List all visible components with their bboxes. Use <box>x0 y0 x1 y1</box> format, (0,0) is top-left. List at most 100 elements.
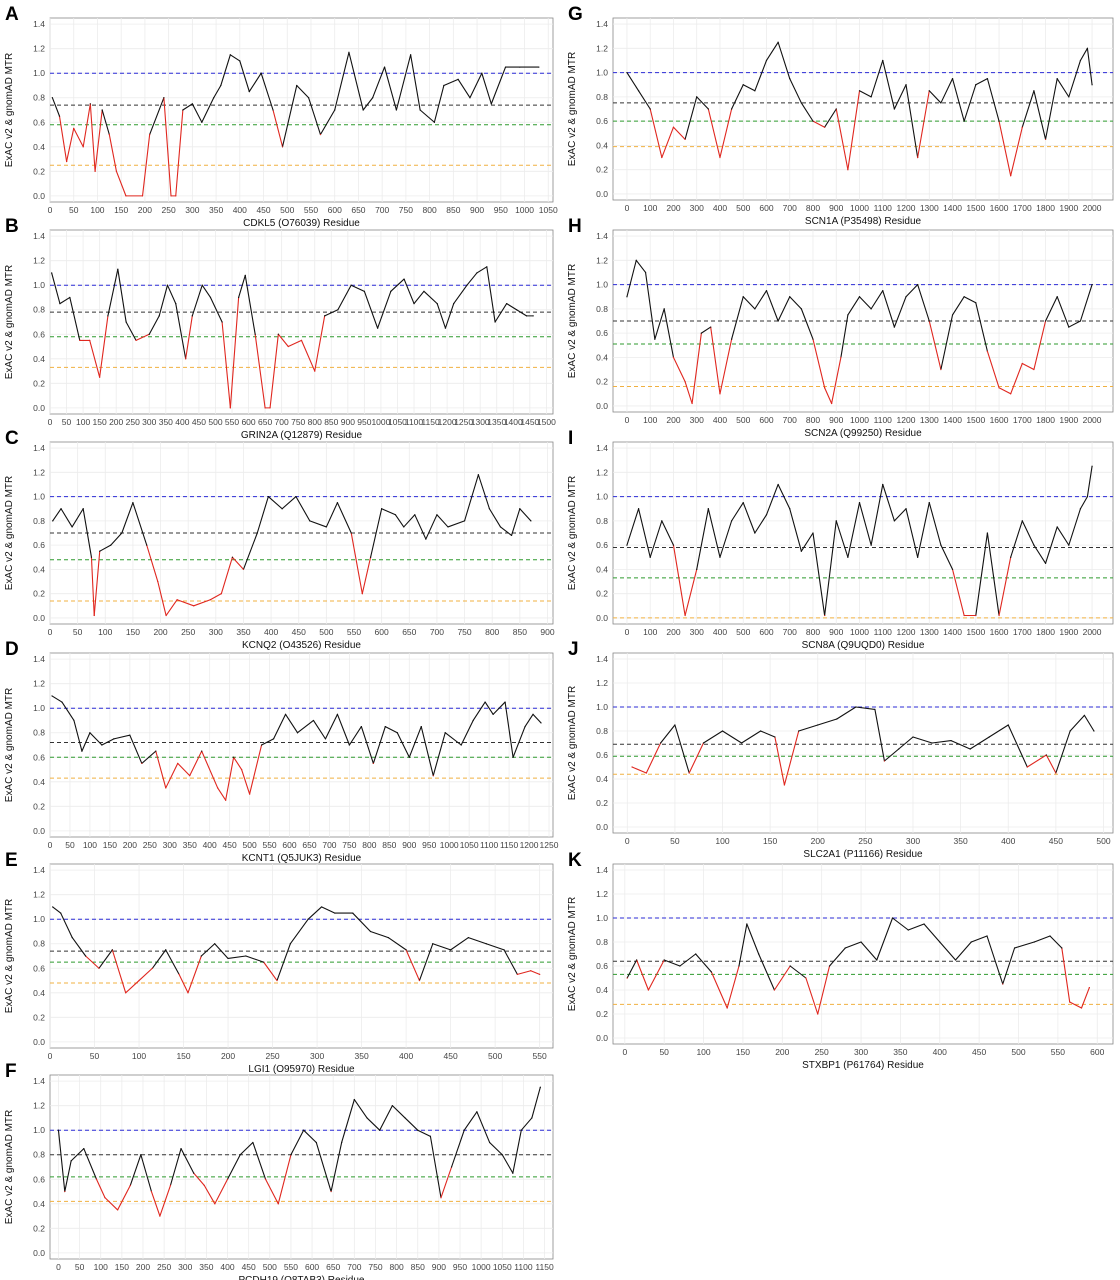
data-point <box>707 108 709 110</box>
mtr-line-segment <box>789 508 802 552</box>
data-point <box>726 1007 728 1009</box>
mtr-line-segment <box>138 967 153 982</box>
data-point <box>754 90 756 92</box>
mtr-line-segment <box>387 937 407 951</box>
data-point <box>1068 544 1070 546</box>
data-point <box>1080 1007 1083 1009</box>
data-point <box>396 732 398 734</box>
mtr-line-segment <box>432 943 452 951</box>
x-tick-label: 100 <box>643 203 657 213</box>
mtr-line-segment <box>394 514 405 528</box>
mtr-line-segment <box>476 266 488 274</box>
data-point <box>719 156 721 159</box>
data-point <box>71 526 73 528</box>
mtr-line-segment <box>626 72 640 92</box>
y-tick-label: 0.8 <box>33 516 45 526</box>
mtr-line-segment <box>674 724 690 774</box>
x-tick-label: 750 <box>291 417 305 427</box>
mtr-line-segment <box>361 556 372 595</box>
x-tick-label: 500 <box>736 415 750 425</box>
x-tick-label: 1900 <box>1059 415 1078 425</box>
mtr-line-segment <box>672 356 686 383</box>
mtr-line-segment <box>113 734 131 740</box>
data-point <box>1093 730 1095 732</box>
data-point <box>175 303 177 305</box>
mtr-line-segment <box>60 508 73 528</box>
x-tick-label: 600 <box>759 415 773 425</box>
x-tick-label: 950 <box>422 840 436 850</box>
panel-letter: G <box>568 4 583 25</box>
mtr-line-segment <box>870 290 884 310</box>
data-point <box>125 321 127 323</box>
data-point <box>220 84 222 87</box>
mtr-line-segment <box>731 84 744 110</box>
mtr-line-segment <box>244 274 256 335</box>
panel-a: A 0.0 0.2 0.4 0.6 0.8 1.0 1.2 1.4 0 50 100 150 200 250… <box>4 4 558 229</box>
mtr-line-segment <box>73 127 84 148</box>
mtr-line-segment <box>187 955 202 994</box>
data-point <box>530 970 532 972</box>
mtr-line-segment <box>986 350 1000 389</box>
data-point <box>73 719 75 722</box>
data-point <box>532 713 534 715</box>
data-point <box>485 943 487 945</box>
plot-frame <box>49 1074 554 1260</box>
mtr-line-segment <box>125 321 137 341</box>
mtr-line-segment <box>239 1141 254 1156</box>
mtr-line-segment <box>64 1160 72 1193</box>
mtr-line-segment <box>225 756 235 801</box>
x-tick-label: 350 <box>954 836 968 846</box>
data-point <box>413 303 415 305</box>
mtr-line-segment <box>975 532 988 617</box>
data-point <box>189 775 191 777</box>
mtr-line-segment <box>765 483 779 516</box>
y-axis-label: ExAC v2 & gnomAD MTR <box>567 686 578 800</box>
mtr-line-segment <box>213 84 222 99</box>
x-tick-label: 300 <box>690 203 704 213</box>
y-tick-label: 1.4 <box>33 19 45 29</box>
data-point <box>60 912 62 914</box>
mtr-line-segment <box>163 97 172 197</box>
mtr-line-segment <box>638 508 651 558</box>
data-point <box>141 195 144 197</box>
x-tick-label: 900 <box>402 840 416 850</box>
mtr-line-segment <box>988 724 1009 738</box>
mtr-line-segment <box>176 599 195 607</box>
mtr-line-segment <box>451 1129 465 1168</box>
x-tick-label: 1900 <box>1059 627 1078 637</box>
data-point <box>89 732 91 734</box>
data-point <box>176 599 178 601</box>
data-point <box>672 544 675 546</box>
data-point <box>125 195 127 197</box>
x-axis-label: SLC2A1 (P11166) Residue <box>803 849 923 860</box>
data-point <box>661 156 663 159</box>
data-point <box>1045 754 1047 756</box>
plot-frame <box>612 652 1114 834</box>
data-point <box>214 943 216 945</box>
x-tick-label: 1100 <box>874 203 893 213</box>
data-point <box>647 989 650 991</box>
data-point <box>710 971 713 973</box>
mtr-line-segment <box>631 766 647 774</box>
data-point <box>870 308 872 310</box>
data-point <box>214 1203 216 1205</box>
mtr-line-segment <box>193 599 211 607</box>
mtr-line-segment <box>117 1184 131 1211</box>
mtr-line-segment <box>661 520 675 546</box>
data-point <box>64 1190 66 1193</box>
mtr-line-segment <box>893 84 907 110</box>
x-tick-label: 800 <box>362 840 376 850</box>
mtr-line-segment <box>1056 78 1070 98</box>
data-point <box>227 957 229 960</box>
data-point <box>765 59 768 62</box>
y-tick-label: 0.0 <box>596 613 608 623</box>
data-point <box>111 949 113 951</box>
mtr-line-segment <box>453 284 468 305</box>
x-tick-label: 150 <box>736 1047 750 1057</box>
data-point <box>847 556 849 558</box>
data-point <box>225 799 227 801</box>
mtr-line-segment <box>457 78 471 99</box>
data-point <box>812 120 814 122</box>
data-point <box>277 333 279 335</box>
